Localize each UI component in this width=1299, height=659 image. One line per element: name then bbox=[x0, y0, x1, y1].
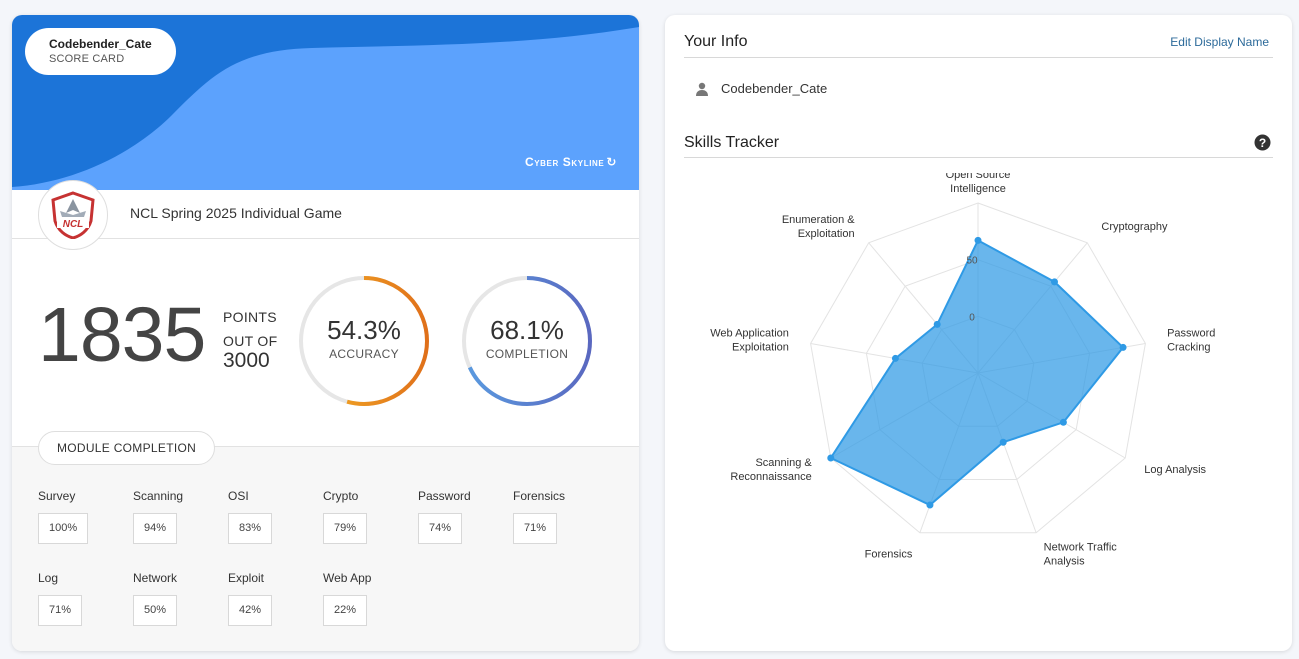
score-card: Codebender_Cate SCORE CARD Cyber Skyline… bbox=[12, 15, 639, 651]
module-name: Password bbox=[418, 489, 471, 503]
radar-data-point bbox=[933, 320, 941, 328]
svg-text:?: ? bbox=[1259, 136, 1266, 150]
radar-axis-label: Cryptography bbox=[1101, 221, 1168, 233]
module-name: Scanning bbox=[133, 489, 184, 503]
edit-display-name-link[interactable]: Edit Display Name bbox=[1170, 35, 1269, 49]
radar-tick-label: 50 bbox=[966, 256, 978, 267]
module-name: Log bbox=[38, 571, 59, 585]
module-name: Network bbox=[133, 571, 178, 585]
module-value: 22% bbox=[323, 595, 368, 626]
points-label: POINTS bbox=[223, 309, 277, 325]
module-value: 83% bbox=[228, 513, 273, 544]
radar-axis-label: Open Source Intelligence bbox=[946, 173, 1011, 195]
module-name: Forensics bbox=[513, 489, 566, 503]
module-name: Survey bbox=[38, 489, 76, 503]
module-name: Exploit bbox=[228, 571, 265, 585]
cyber-skyline-logo: Cyber Skyline ↻ bbox=[525, 155, 617, 169]
out-of-label: OUT OF bbox=[223, 333, 278, 349]
skills-tracker-title: Skills Tracker bbox=[684, 134, 780, 151]
module-item: OSI 83% bbox=[228, 489, 273, 544]
module-completion-title: MODULE COMPLETION bbox=[38, 431, 215, 465]
module-item: Password 74% bbox=[418, 489, 471, 544]
section-divider bbox=[684, 157, 1273, 158]
radar-tick-label: 0 bbox=[969, 312, 975, 323]
accuracy-label: ACCURACY bbox=[329, 347, 399, 361]
completion-gauge: 68.1% COMPLETION bbox=[461, 275, 593, 407]
skills-radar-chart: 0 50 Open Source Intelligence Cryptography Pa… bbox=[710, 173, 1215, 567]
module-value: 50% bbox=[133, 595, 178, 626]
user-row: Codebender_Cate bbox=[695, 81, 827, 96]
radar-axis-label: Web Application Exploitation bbox=[710, 328, 789, 354]
score-card-subtitle: SCORE CARD bbox=[49, 53, 125, 65]
module-value: 71% bbox=[513, 513, 558, 544]
radar-grid-ring bbox=[810, 202, 1146, 534]
completion-label: COMPLETION bbox=[485, 347, 569, 361]
swirl-icon: ↻ bbox=[606, 155, 617, 169]
module-item: Crypto 79% bbox=[323, 489, 368, 544]
ncl-shield-logo: NCL bbox=[38, 180, 108, 250]
radar-data-point bbox=[827, 454, 835, 462]
module-value: 71% bbox=[38, 595, 83, 626]
game-name: NCL Spring 2025 Individual Game bbox=[130, 205, 342, 221]
module-name: Crypto bbox=[323, 489, 359, 503]
radar-axis-label: Log Analysis bbox=[1144, 464, 1206, 476]
radar-series-area bbox=[829, 239, 1125, 507]
score-card-title-pill: Codebender_Cate SCORE CARD bbox=[25, 28, 176, 75]
your-info-title: Your Info bbox=[684, 33, 748, 50]
module-item: Log 71% bbox=[38, 571, 83, 626]
player-name: Codebender_Cate bbox=[49, 37, 152, 51]
question-circle-icon[interactable]: ? bbox=[1254, 134, 1271, 151]
module-value: 94% bbox=[133, 513, 178, 544]
radar-data-point bbox=[891, 354, 899, 362]
total-points: 3000 bbox=[223, 349, 270, 372]
radar-axis-label: Network Traffic Analysis bbox=[1044, 541, 1118, 567]
module-value: 42% bbox=[228, 595, 273, 626]
radar-data-point bbox=[926, 501, 934, 509]
info-card: Your Info Edit Display Name Codebender_C… bbox=[665, 15, 1292, 651]
module-item: Scanning 94% bbox=[133, 489, 183, 544]
score-card-banner bbox=[12, 15, 639, 190]
module-value: 74% bbox=[418, 513, 463, 544]
completion-arc bbox=[462, 276, 592, 406]
radar-axis-label: Password Cracking bbox=[1167, 328, 1215, 354]
ncl-logo-text: NCL bbox=[63, 219, 84, 230]
accuracy-gauge: 54.3% ACCURACY bbox=[298, 275, 430, 407]
radar-data-point bbox=[1050, 278, 1058, 286]
radar-axis-label: Scanning & Reconnaissance bbox=[730, 457, 812, 483]
section-divider bbox=[684, 57, 1273, 58]
module-item: Web App 22% bbox=[323, 571, 371, 626]
radar-data-point bbox=[999, 438, 1007, 446]
accuracy-arc bbox=[299, 276, 429, 406]
radar-data-point bbox=[974, 236, 982, 244]
module-item: Survey 100% bbox=[38, 489, 89, 544]
module-value: 79% bbox=[323, 513, 368, 544]
completion-value: 68.1% bbox=[490, 315, 564, 345]
accuracy-value: 54.3% bbox=[327, 315, 401, 345]
points-value: 1835 bbox=[38, 292, 206, 378]
username: Codebender_Cate bbox=[721, 81, 828, 96]
module-item: Exploit 42% bbox=[228, 571, 273, 626]
module-item: Forensics 71% bbox=[513, 489, 565, 544]
person-icon bbox=[696, 82, 708, 96]
radar-data-point bbox=[1059, 418, 1067, 426]
module-name: Web App bbox=[323, 571, 372, 585]
radar-data-point bbox=[1119, 343, 1127, 351]
game-row: NCL NCL Spring 2025 Individual Game bbox=[12, 180, 639, 250]
radar-axis-label: Enumeration & Exploitation bbox=[782, 214, 855, 240]
module-name: OSI bbox=[228, 489, 249, 503]
module-item: Network 50% bbox=[133, 571, 178, 626]
radar-axis-label: Forensics bbox=[865, 548, 913, 560]
brand-name: Cyber Skyline bbox=[524, 155, 605, 169]
module-value: 100% bbox=[38, 513, 89, 544]
